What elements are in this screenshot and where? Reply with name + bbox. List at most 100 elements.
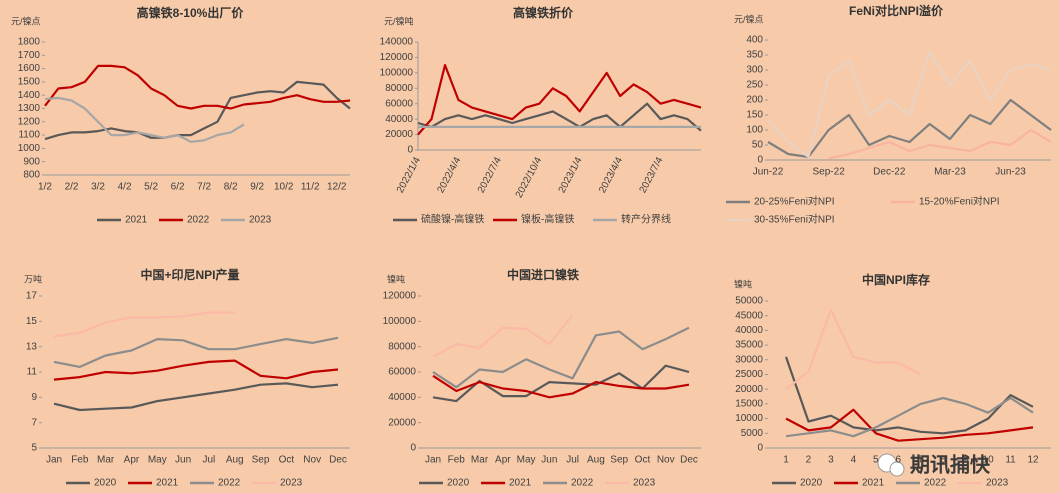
x-tick-label: Dec-22 bbox=[873, 167, 906, 178]
x-tick-label: 10 bbox=[983, 455, 995, 466]
x-tick-label: 7 bbox=[918, 455, 924, 466]
y-tick-label: 1500 bbox=[18, 77, 41, 88]
x-tick-label: 1/2 bbox=[38, 182, 52, 193]
y-tick-label: 1400 bbox=[18, 90, 41, 101]
y-tick-label: 150 bbox=[746, 110, 763, 121]
y-tick-label: 9 bbox=[31, 392, 37, 403]
y-tick-label: 60000 bbox=[385, 98, 413, 109]
y-tick-label: 800 bbox=[23, 170, 40, 181]
chart-title: 中国+印尼NPI产量 bbox=[140, 267, 239, 282]
series-line bbox=[785, 308, 922, 391]
y-tick-label: 40000 bbox=[385, 114, 413, 125]
legend-label: 转产分界线 bbox=[621, 213, 671, 226]
series-line bbox=[784, 356, 1034, 435]
x-tick-label: 2022/4/4 bbox=[435, 155, 463, 195]
series-line bbox=[53, 311, 235, 338]
series-line bbox=[53, 359, 339, 381]
x-tick-label: 11/2 bbox=[301, 182, 320, 193]
x-tick-label: 2023/4/4 bbox=[597, 155, 625, 195]
x-tick-label: 2/2 bbox=[65, 182, 79, 193]
x-tick-label: Oct bbox=[279, 455, 295, 466]
y-tick-label: 120000 bbox=[383, 291, 417, 302]
x-tick-label: Jan bbox=[425, 455, 441, 466]
x-tick-label: 8 bbox=[940, 455, 946, 466]
y-tick-label: 0 bbox=[410, 443, 416, 454]
y-tick-label: 0 bbox=[757, 155, 763, 166]
x-tick-label: 9 bbox=[963, 455, 969, 466]
x-tick-label: 5 bbox=[873, 455, 879, 466]
y-axis-label: 元/镍吨 bbox=[384, 15, 414, 26]
x-tick-label: Dec bbox=[329, 455, 347, 466]
y-tick-label: 250 bbox=[746, 80, 763, 91]
legend-label: 2021 bbox=[862, 478, 885, 489]
y-tick-label: 200 bbox=[746, 95, 763, 106]
x-tick-label: 7/2 bbox=[197, 182, 211, 193]
x-tick-label: Sep-22 bbox=[813, 167, 846, 178]
chart: 中国进口镍铁 镍吨 0 20000 40000 60000 80000 100000 12000… bbox=[383, 267, 701, 489]
legend-label: 2022 bbox=[187, 215, 210, 226]
series-line bbox=[785, 396, 1034, 438]
legend-label: 2023 bbox=[249, 215, 272, 226]
x-tick-label: Mar bbox=[97, 455, 115, 466]
series-line bbox=[432, 326, 690, 389]
x-tick-label: 2022/1/4 bbox=[395, 155, 423, 195]
x-tick-label: Feb bbox=[448, 455, 466, 466]
watermark-icon bbox=[889, 461, 905, 477]
legend-label: 2021 bbox=[125, 215, 148, 226]
y-tick-label: 5 bbox=[31, 443, 37, 454]
chart: 中国+印尼NPI产量 万吨 5 7 9 11 13 15 17 Jan Feb Mar Apr May Ju… bbox=[24, 267, 350, 489]
x-tick-label: Sep bbox=[610, 455, 628, 466]
legend-label: 2020 bbox=[447, 478, 470, 489]
y-tick-label: 25000 bbox=[735, 369, 763, 380]
series-line bbox=[432, 374, 690, 399]
x-tick-label: 2022/10/4 bbox=[514, 155, 545, 200]
legend-label: 15-20%Feni对NPI bbox=[919, 195, 1000, 208]
y-tick-label: 1600 bbox=[18, 63, 41, 74]
y-tick-label: 7 bbox=[31, 417, 37, 428]
x-tick-label: 6/2 bbox=[171, 182, 185, 193]
y-tick-label: 1100 bbox=[18, 130, 40, 141]
x-tick-label: 6 bbox=[895, 455, 901, 466]
series-line bbox=[53, 382, 339, 412]
y-axis-label: 镍吨 bbox=[734, 278, 752, 289]
x-tick-label: Nov bbox=[657, 455, 675, 466]
series-line bbox=[767, 50, 1052, 159]
x-tick-label: Aug bbox=[587, 455, 605, 466]
y-tick-label: 100 bbox=[746, 125, 763, 136]
y-tick-label: 1300 bbox=[18, 103, 41, 114]
y-tick-label: 0 bbox=[757, 443, 763, 454]
y-axis-label: 镍吨 bbox=[387, 273, 405, 284]
y-tick-label: 20000 bbox=[735, 384, 763, 395]
y-tick-label: 35000 bbox=[735, 340, 763, 351]
legend-label: 镍板-高镍铁 bbox=[521, 213, 574, 226]
y-tick-label: 50 bbox=[752, 140, 764, 151]
y-axis-label: 元/镍点 bbox=[734, 13, 764, 24]
y-tick-label: 30000 bbox=[735, 354, 763, 365]
series-line bbox=[828, 128, 1052, 160]
series-line bbox=[417, 102, 702, 132]
y-tick-label: 140000 bbox=[380, 37, 414, 48]
y-tick-label: 1700 bbox=[18, 50, 41, 61]
y-tick-label: 120000 bbox=[380, 52, 414, 63]
y-tick-label: 80000 bbox=[388, 341, 416, 352]
series-line bbox=[53, 336, 339, 368]
y-tick-label: 300 bbox=[746, 65, 763, 76]
legend-label: 30-35%Feni对NPI bbox=[754, 213, 835, 226]
x-tick-label: Jun bbox=[541, 455, 557, 466]
y-tick-label: 1800 bbox=[18, 37, 41, 48]
series-line bbox=[432, 314, 574, 358]
x-tick-label: 3/2 bbox=[91, 182, 105, 193]
x-tick-label: Jan bbox=[46, 455, 62, 466]
chart: 中国NPI库存 镍吨 0 5000 10000 15000 20000 25000 30000 3… bbox=[734, 272, 1051, 489]
x-tick-label: 2023/7/4 bbox=[638, 155, 666, 195]
y-tick-label: 900 bbox=[23, 156, 40, 167]
legend-label: 2022 bbox=[571, 478, 594, 489]
watermark: 期讯捕快 bbox=[877, 452, 991, 477]
x-tick-label: 10/2 bbox=[274, 182, 294, 193]
y-tick-label: 0 bbox=[407, 145, 413, 156]
x-tick-label: Jun bbox=[175, 455, 191, 466]
